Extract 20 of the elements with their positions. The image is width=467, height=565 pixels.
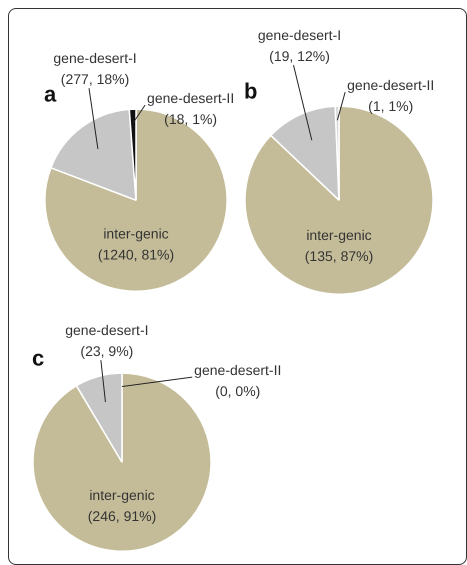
slice-label: inter-genic (306, 226, 372, 243)
data-label: (246, 91%) (88, 508, 156, 524)
text: (0, 0%) (215, 383, 260, 400)
slice-label: gene-desert-I (258, 27, 342, 44)
slice-label: inter-genic (89, 486, 155, 503)
text: c (32, 345, 44, 370)
slice-label: gene-desert-I (65, 322, 148, 338)
category-label: gene-desert-II (194, 362, 282, 378)
text: b (244, 78, 258, 104)
text: a (44, 81, 57, 106)
slice-label: gene-desert-II (347, 77, 434, 94)
data-label: (1240, 81%) (98, 246, 174, 263)
data-label: (1, 1%) (368, 98, 414, 114)
data-label: (277, 18%) (60, 71, 130, 88)
slice-label: gene-desert-II (147, 90, 234, 106)
data-label: (19, 12%) (269, 48, 330, 64)
slice-label: gene-desert-I (53, 50, 137, 66)
data-label: (23, 9%) (80, 343, 134, 360)
slice-label: inter-genic (103, 226, 169, 242)
data-label: (135, 87%) (304, 248, 374, 264)
